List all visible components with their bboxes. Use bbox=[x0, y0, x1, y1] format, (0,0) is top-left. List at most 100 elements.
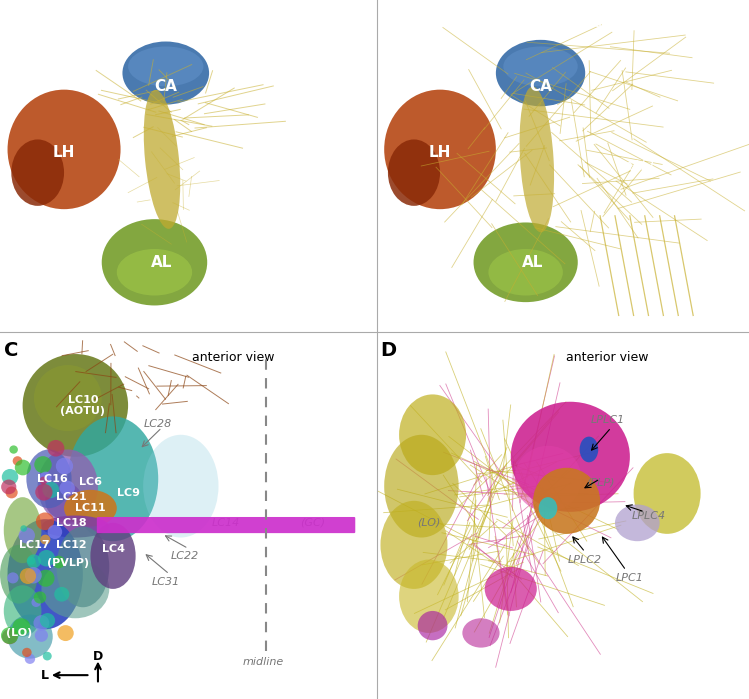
Text: AL: AL bbox=[151, 255, 173, 270]
Text: LC9: LC9 bbox=[117, 489, 139, 498]
Text: LH: LH bbox=[53, 145, 75, 160]
Ellipse shape bbox=[533, 468, 600, 534]
Text: LC22: LC22 bbox=[171, 551, 198, 561]
Ellipse shape bbox=[59, 481, 75, 496]
Text: D: D bbox=[93, 650, 103, 663]
Text: CA: CA bbox=[154, 79, 178, 94]
Ellipse shape bbox=[43, 651, 52, 661]
Text: LC11: LC11 bbox=[75, 503, 106, 513]
Text: (LO): (LO) bbox=[417, 518, 440, 528]
Ellipse shape bbox=[7, 614, 52, 658]
Ellipse shape bbox=[34, 629, 48, 642]
Ellipse shape bbox=[91, 523, 136, 589]
Ellipse shape bbox=[41, 559, 109, 619]
Ellipse shape bbox=[515, 446, 581, 512]
Ellipse shape bbox=[34, 591, 46, 603]
Ellipse shape bbox=[580, 437, 598, 462]
Ellipse shape bbox=[20, 525, 27, 532]
Ellipse shape bbox=[520, 87, 554, 232]
FancyBboxPatch shape bbox=[97, 517, 355, 533]
Text: midline: midline bbox=[243, 657, 285, 668]
Text: LPLC4: LPLC4 bbox=[631, 510, 666, 521]
Ellipse shape bbox=[380, 500, 447, 589]
Text: LC18: LC18 bbox=[56, 518, 87, 528]
Ellipse shape bbox=[40, 472, 52, 483]
Ellipse shape bbox=[25, 654, 35, 664]
Ellipse shape bbox=[488, 249, 562, 296]
Ellipse shape bbox=[48, 525, 62, 539]
Ellipse shape bbox=[503, 46, 577, 87]
Ellipse shape bbox=[388, 140, 440, 206]
Text: dorsal view: dorsal view bbox=[236, 17, 307, 30]
Ellipse shape bbox=[68, 417, 158, 541]
Ellipse shape bbox=[34, 615, 49, 630]
Ellipse shape bbox=[27, 557, 35, 565]
Ellipse shape bbox=[58, 625, 73, 641]
Text: D: D bbox=[380, 341, 396, 360]
Text: (PLP): (PLP) bbox=[586, 477, 614, 487]
Ellipse shape bbox=[102, 219, 207, 305]
Ellipse shape bbox=[117, 249, 192, 296]
Text: LPC1: LPC1 bbox=[616, 573, 644, 583]
Text: LC16: LC16 bbox=[37, 474, 68, 484]
Ellipse shape bbox=[485, 567, 537, 611]
Ellipse shape bbox=[1, 480, 16, 494]
Ellipse shape bbox=[56, 526, 109, 607]
Ellipse shape bbox=[7, 572, 19, 584]
Ellipse shape bbox=[2, 629, 17, 644]
Text: LC4: LC4 bbox=[102, 544, 124, 554]
Text: AL: AL bbox=[522, 255, 544, 270]
Ellipse shape bbox=[539, 497, 557, 519]
Ellipse shape bbox=[56, 458, 73, 475]
Ellipse shape bbox=[13, 618, 31, 635]
Ellipse shape bbox=[0, 545, 37, 603]
Text: LPLC1: LPLC1 bbox=[590, 415, 625, 425]
Ellipse shape bbox=[37, 449, 98, 523]
Ellipse shape bbox=[36, 512, 54, 530]
Text: L: L bbox=[294, 280, 301, 291]
Ellipse shape bbox=[22, 648, 31, 657]
Ellipse shape bbox=[399, 394, 466, 475]
Ellipse shape bbox=[41, 516, 109, 538]
Text: dorsal view: dorsal view bbox=[594, 17, 666, 30]
Text: LC14: LC14 bbox=[212, 518, 240, 528]
Text: (GC): (GC) bbox=[300, 518, 325, 528]
Text: (PVLP): (PVLP) bbox=[46, 559, 89, 568]
Ellipse shape bbox=[122, 41, 209, 105]
Text: P: P bbox=[339, 251, 347, 261]
Ellipse shape bbox=[144, 90, 181, 229]
Ellipse shape bbox=[615, 505, 660, 541]
Ellipse shape bbox=[34, 456, 52, 473]
Ellipse shape bbox=[1, 627, 19, 644]
Text: anterior view: anterior view bbox=[192, 351, 275, 364]
Text: C: C bbox=[4, 341, 19, 360]
Ellipse shape bbox=[4, 585, 41, 637]
Ellipse shape bbox=[384, 89, 496, 209]
Ellipse shape bbox=[11, 140, 64, 206]
Text: LC17: LC17 bbox=[19, 540, 49, 550]
Ellipse shape bbox=[52, 556, 65, 568]
Ellipse shape bbox=[54, 587, 70, 602]
Text: LC12: LC12 bbox=[56, 540, 87, 550]
Ellipse shape bbox=[19, 528, 35, 543]
Ellipse shape bbox=[4, 497, 41, 563]
Text: LC10
(AOTU): LC10 (AOTU) bbox=[61, 395, 106, 416]
Text: (LO): (LO) bbox=[6, 628, 32, 638]
Ellipse shape bbox=[384, 435, 458, 538]
Ellipse shape bbox=[38, 550, 55, 566]
Text: mALT: mALT bbox=[233, 159, 272, 173]
Text: CA: CA bbox=[529, 79, 552, 94]
Ellipse shape bbox=[40, 477, 48, 484]
Ellipse shape bbox=[35, 484, 52, 500]
Text: LPLC2: LPLC2 bbox=[568, 554, 602, 565]
Ellipse shape bbox=[47, 440, 64, 456]
Ellipse shape bbox=[43, 482, 59, 498]
Ellipse shape bbox=[26, 449, 72, 508]
Text: LH: LH bbox=[429, 145, 451, 160]
Ellipse shape bbox=[1, 469, 18, 485]
Text: LC28: LC28 bbox=[144, 419, 172, 428]
Ellipse shape bbox=[5, 487, 18, 498]
Ellipse shape bbox=[34, 365, 102, 431]
Ellipse shape bbox=[9, 445, 18, 454]
Ellipse shape bbox=[37, 570, 55, 586]
